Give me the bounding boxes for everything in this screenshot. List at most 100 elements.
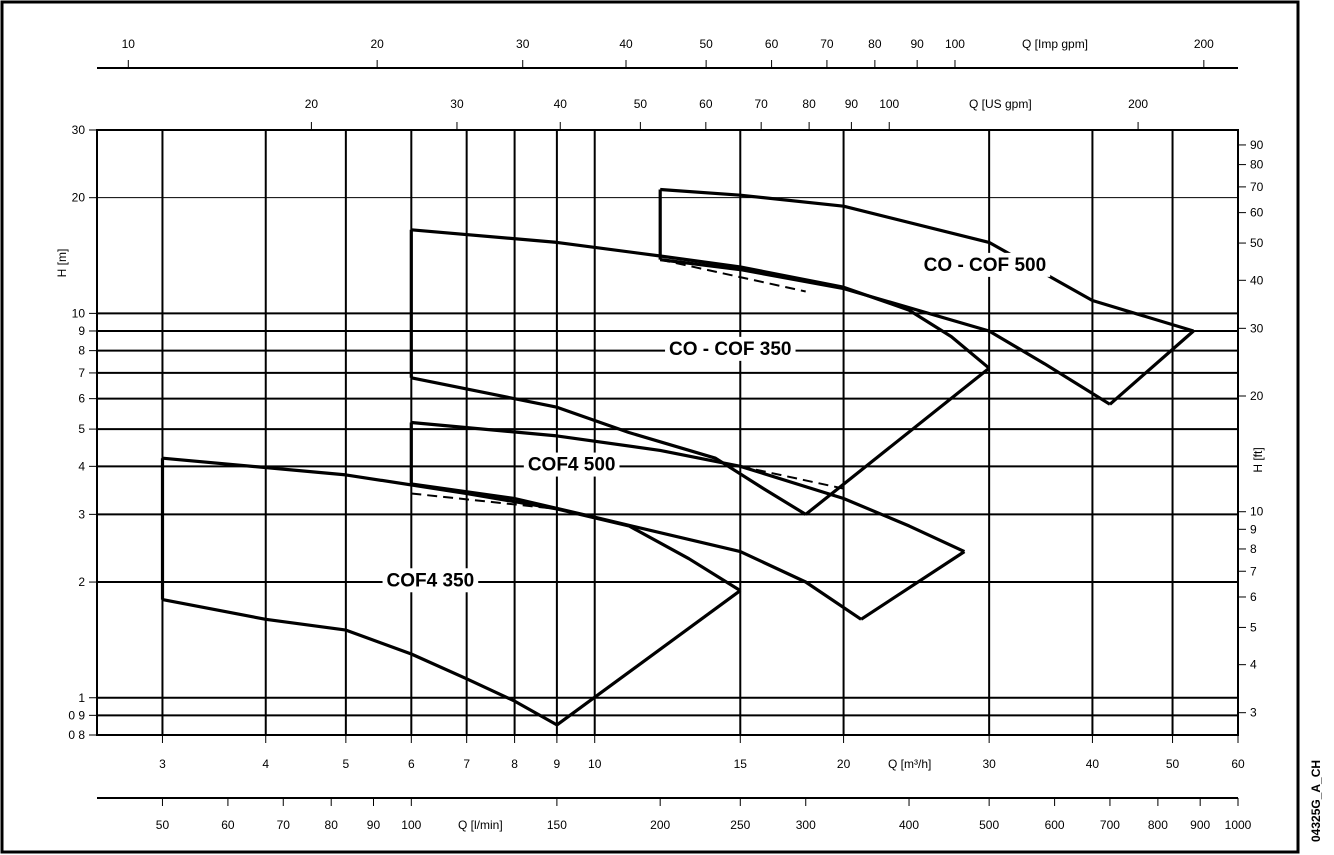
lmin-tick-label: 80 xyxy=(325,818,339,832)
imp-gpm-tick-label: 90 xyxy=(910,37,924,51)
label-bg-co-cof-500 xyxy=(919,252,1051,277)
right-tick-label: 60 xyxy=(1250,206,1264,220)
curve-dashed-cof4-500 xyxy=(411,492,558,510)
lmin-tick-label: 60 xyxy=(221,818,235,832)
drawing-code: 04325G_A_CH xyxy=(1309,760,1323,842)
left-tick-label: 30 xyxy=(72,123,86,137)
curve-closing-cof4-500 xyxy=(860,550,966,621)
curve-lower-cof4-350 xyxy=(162,598,558,727)
series-co-cof-350 xyxy=(409,228,991,516)
outer-frame xyxy=(0,0,1300,854)
us-gpm-tick-label: 200 xyxy=(1128,97,1148,111)
bottom-tick-label: 7 xyxy=(463,757,470,771)
bottom-tick-label: 4 xyxy=(262,757,269,771)
imp-gpm-tick-label: 200 xyxy=(1194,37,1214,51)
right-tick-label: 8 xyxy=(1250,542,1257,556)
labels: CO - COF 500 CO - COF 350 COF4 500 COF4 350 xyxy=(382,252,1051,593)
bottom-tick-label: 6 xyxy=(408,757,415,771)
bottom-tick-label: 8 xyxy=(511,757,518,771)
series-cof4-350 xyxy=(160,456,742,727)
lmin-tick-label: 900 xyxy=(1190,818,1210,832)
bottom-tick-label: 9 xyxy=(554,757,561,771)
label-bg-cof4-350 xyxy=(382,568,479,593)
label-co-cof-500: CO - COF 500 xyxy=(924,255,1046,276)
left-axis-title: H [m] xyxy=(55,249,69,278)
plot-frame xyxy=(96,129,1239,736)
right-axis-title: H [ft] xyxy=(1251,447,1265,472)
lmin-tick-label: 100 xyxy=(401,818,421,832)
bottom-tick-label: 20 xyxy=(837,757,851,771)
left-tick-label: 8 xyxy=(78,344,85,358)
us-gpm-tick-label: 70 xyxy=(754,97,768,111)
us-gpm-tick-label: 30 xyxy=(450,97,464,111)
lmin-tick-label: 1000 xyxy=(1225,818,1252,832)
left-tick-label: 3 xyxy=(78,507,85,521)
bottom-tick-label: 60 xyxy=(1231,757,1245,771)
right-tick-label: 6 xyxy=(1250,590,1257,604)
bottom-tick-label: 50 xyxy=(1166,757,1180,771)
right-tick-label: 80 xyxy=(1250,158,1264,172)
bottom-tick-label: 40 xyxy=(1086,757,1100,771)
label-co-cof-350: CO - COF 350 xyxy=(669,339,791,360)
bottom-tick-label: 3 xyxy=(159,757,166,771)
left-tick-label: 1 xyxy=(78,691,85,705)
curve-dashed2-cof4-500 xyxy=(740,465,844,490)
lmin-tick-label: 600 xyxy=(1045,818,1065,832)
right-tick-label: 7 xyxy=(1250,564,1257,578)
right-tick-label: 9 xyxy=(1250,522,1257,536)
left-tick-label: 7 xyxy=(78,366,85,380)
us-gpm-tick-label: 50 xyxy=(634,97,648,111)
us-gpm-tick-label: 20 xyxy=(305,97,319,111)
grid xyxy=(97,130,1238,735)
bottom-tick-label: 30 xyxy=(982,757,996,771)
right-tick-label: 5 xyxy=(1250,620,1257,634)
imp-gpm-tick-label: 80 xyxy=(868,37,882,51)
curve-lower-co-cof-500 xyxy=(660,258,1111,406)
lmin-tick-label: 500 xyxy=(979,818,999,832)
imp-gpm-tick-label: 70 xyxy=(820,37,834,51)
label-bg-co-cof-350 xyxy=(665,336,796,361)
lmin-tick-label: 200 xyxy=(650,818,670,832)
us-gpm-tick-label: 40 xyxy=(554,97,568,111)
left-tick-label: 20 xyxy=(72,191,86,205)
curve-dashed-co-cof-500 xyxy=(659,258,806,293)
series-cof4-500 xyxy=(409,420,966,621)
label-cof4-350: COF4 350 xyxy=(387,570,475,591)
lmin-tick-label: 50 xyxy=(156,818,170,832)
left-tick-label: 0 8 xyxy=(68,728,85,742)
imp-gpm-tick-label: 40 xyxy=(619,37,633,51)
imp-gpm-tick-label: 20 xyxy=(370,37,384,51)
left-tick-label: 6 xyxy=(78,392,85,406)
right-tick-label: 4 xyxy=(1250,658,1257,672)
imp-gpm-tick-label: 60 xyxy=(765,37,779,51)
label-cof4-500: COF4 500 xyxy=(528,455,616,476)
us-gpm-tick-label: 60 xyxy=(699,97,713,111)
us-gpm-tick-label: 90 xyxy=(845,97,859,111)
left-tick-label: 2 xyxy=(78,575,85,589)
lmin-tick-label: 70 xyxy=(277,818,291,832)
imp-gpm-tick-label: 100 xyxy=(945,37,965,51)
curve-closing-cof4-350 xyxy=(555,589,742,727)
right-tick-label: 3 xyxy=(1250,706,1257,720)
axes: 0 8 0 9 1 2 3 4 5 6 7 8 9 10 20 30 3 4 5 6 7 8 9 10 20 30 40 50 60… xyxy=(68,37,1263,832)
curve-lower-co-cof-350 xyxy=(410,376,807,516)
right-tick-label: 70 xyxy=(1250,180,1264,194)
imp-gpm-tick-label: 10 xyxy=(122,37,136,51)
right-tick-label: 10 xyxy=(1250,505,1264,519)
left-tick-label: 9 xyxy=(78,324,85,338)
bottom-axis-title: Q [m³/h] xyxy=(888,757,931,771)
lmin-tick-label: 300 xyxy=(796,818,816,832)
imp-gpm-axis-title: Q [Imp gpm] xyxy=(1022,37,1088,51)
secondary-bottom-axis-title: Q [l/min] xyxy=(458,818,503,832)
curve-closing-co-cof-500 xyxy=(1108,329,1195,406)
right-tick-label: 20 xyxy=(1250,389,1264,403)
us-gpm-tick-label: 100 xyxy=(879,97,899,111)
right-tick-label: 50 xyxy=(1250,236,1264,250)
lmin-tick-label: 90 xyxy=(367,818,381,832)
lmin-tick-label: 400 xyxy=(899,818,919,832)
curves xyxy=(160,187,1195,727)
curve-upper-co-cof-500 xyxy=(660,187,1194,333)
imp-gpm-tick-label: 50 xyxy=(699,37,713,51)
right-tick-label: 40 xyxy=(1250,273,1264,287)
